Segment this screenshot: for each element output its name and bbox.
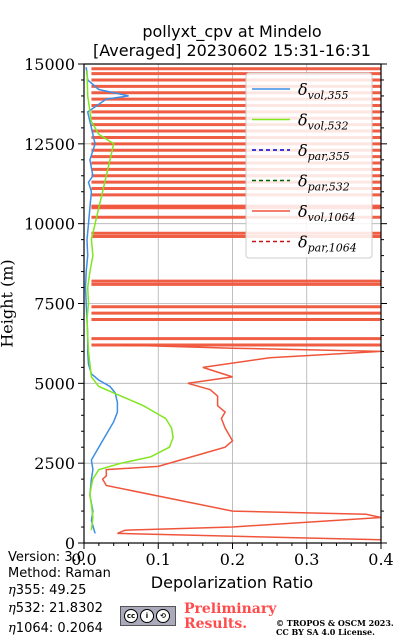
y-tick-label: 7500 xyxy=(34,295,75,314)
x-axis-label: Depolarization Ratio xyxy=(150,573,314,592)
x-tick-label: 0.2 xyxy=(220,550,245,569)
y-tick-label: 5000 xyxy=(34,374,75,393)
y-tick-label: 15000 xyxy=(24,55,75,74)
y-tick-label: 2500 xyxy=(34,454,75,473)
preliminary-line2: Results. xyxy=(184,616,248,632)
version-text: Version: 3.0 xyxy=(8,550,85,565)
eta355-text: η355: 49.25 xyxy=(8,583,87,598)
copyright-line2: CC BY SA 4.0 License. xyxy=(276,627,375,637)
legend-label: δpar,1064 xyxy=(298,233,357,255)
cc-icon: cc xyxy=(124,609,138,623)
preliminary-line1: Preliminary xyxy=(184,601,277,617)
eta532-text: η532: 21.8302 xyxy=(8,601,103,616)
preliminary-notice: Preliminary Results. xyxy=(184,602,276,632)
legend-label: δpar,355 xyxy=(298,141,350,163)
sa-icon: ⟲ xyxy=(156,609,170,623)
y-axis-label: Height (m) xyxy=(0,259,17,348)
x-tick-label: 0.3 xyxy=(294,550,319,569)
x-tick-label: 0.0 xyxy=(71,550,96,569)
y-tick-label: 0 xyxy=(65,534,75,553)
eta1064-text: η1064: 0.2064 xyxy=(8,621,103,636)
chart-legend: δvol,355 δvol,532 δpar,355 δpar,532 δvol,106… xyxy=(245,72,373,259)
cc-license-logo: cc i ⟲ xyxy=(120,606,176,626)
chart-title-line2: [Averaged] 20230602 15:31-16:31 xyxy=(93,41,371,60)
legend-label: δvol,532 xyxy=(298,111,349,133)
y-tick-label: 12500 xyxy=(24,135,75,154)
legend-label: δvol,1064 xyxy=(298,202,356,224)
legend-label: δpar,532 xyxy=(298,172,350,194)
legend-label: δvol,355 xyxy=(298,80,349,102)
copyright-line1: © TROPOS & OSCM 2023. xyxy=(276,618,394,628)
chart-axes: 0 2500 5000 7500 10000 12500 15000 0.0 0.1 0.2 0.3… xyxy=(24,55,394,569)
chart-title-line1: pollyxt_cpv at Mindelo xyxy=(142,22,322,41)
x-tick-label: 0.4 xyxy=(368,550,393,569)
copyright-notice: © TROPOS & OSCM 2023. CC BY SA 4.0 Licen… xyxy=(276,619,394,637)
by-icon: i xyxy=(140,609,154,623)
x-tick-label: 0.1 xyxy=(146,550,171,569)
series-line-vol1064 xyxy=(101,344,382,541)
y-tick-label: 10000 xyxy=(24,215,75,234)
series-line-vol532 xyxy=(86,70,174,531)
method-text: Method: Raman xyxy=(8,566,111,581)
